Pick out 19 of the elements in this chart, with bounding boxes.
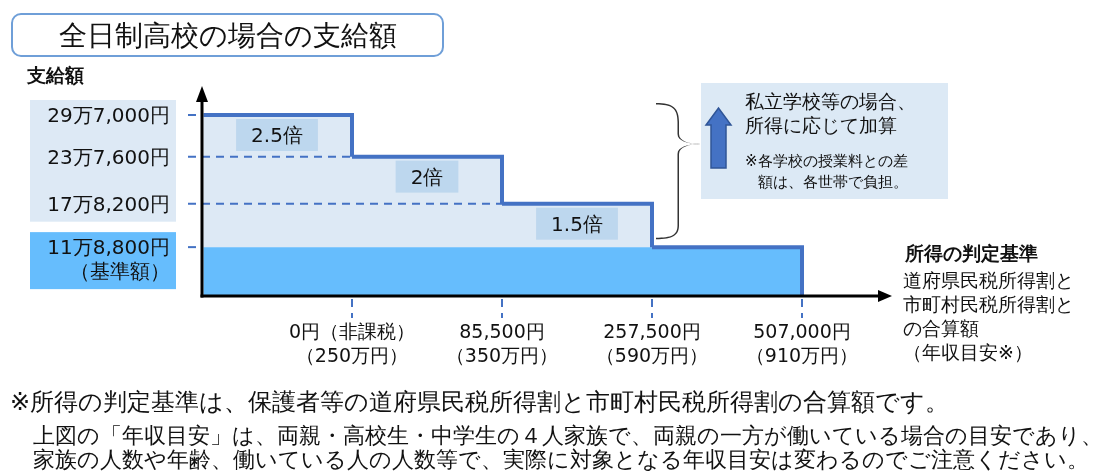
chart-title: 全日制高校の場合の支給額 <box>59 19 397 52</box>
text: 上図の「年収目安」は、両親・高校生・中学生の４人家族で、両親の一方が働いている場合の目安であり、家族の人数や年齢、働いている人の人数等で、実際に対象となる年収目安は変わるのでご注意ください。 <box>33 423 1100 472</box>
annotation: 私立学校等の場合、所得に応じて加算 <box>745 90 916 136</box>
annotation: 2.5倍 <box>251 123 303 147</box>
text: 支給額 <box>26 64 84 86</box>
annotation: 2倍 <box>410 164 444 189</box>
ref-line-label: 23万7,600円 <box>47 144 170 169</box>
text: ※所得の判定基準は、保護者等の道府県民税所得割と市町村民税所得割の合算額です。 <box>10 388 950 416</box>
ref-line-label: 29万7,000円 <box>47 103 170 127</box>
text: 道府県民税所得割と市町村民税所得割との合算額（年収目安※） <box>903 269 1074 363</box>
ref-line-label: 11万8,800円（基準額） <box>47 235 170 284</box>
annotation: ※各学校の授業料との差額は、各世帯で負担。 <box>745 152 908 191</box>
annotation: 1.5倍 <box>551 211 603 236</box>
x-tick-label: 257,500円（590万円） <box>595 320 709 366</box>
x-tick-label: 85,500円（350万円） <box>445 320 559 366</box>
x-tick-label: 507,000円（910万円） <box>745 320 859 366</box>
ref-line-label: 17万8,200円 <box>47 191 170 216</box>
x-axis-title: 所得の判定基準 <box>904 242 1038 264</box>
x-tick-label: 0円（非課税）（250万円） <box>288 320 416 366</box>
